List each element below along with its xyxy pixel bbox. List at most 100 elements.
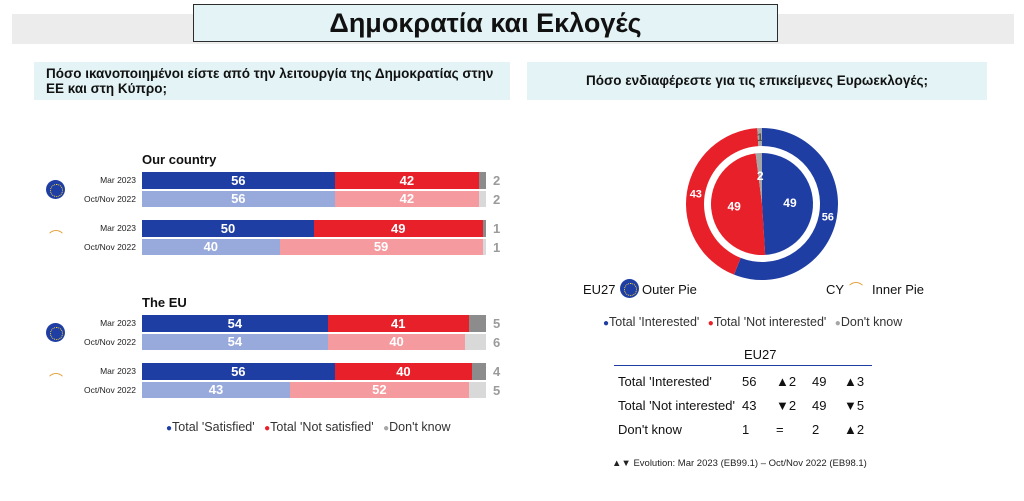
outer-slice-interested bbox=[734, 128, 838, 280]
dont-know-value: 5 bbox=[493, 383, 501, 398]
inner-slice-dont-know-label: 2 bbox=[757, 169, 764, 183]
bar-not-satisfied: 52 bbox=[289, 382, 469, 398]
table-cell-eu: 1 bbox=[742, 422, 750, 437]
legend-dot-not-interested: ● bbox=[707, 318, 714, 329]
legend-satisfied: Total 'Satisfied' bbox=[172, 420, 255, 434]
bar-dont-know bbox=[468, 382, 486, 398]
inner-pie-caption: Inner Pie bbox=[872, 282, 925, 297]
legend-not-satisfied: Total 'Not satisfied' bbox=[270, 420, 374, 434]
inner-slice-not-interested-label: 49 bbox=[727, 200, 741, 214]
period-label: Oct/Nov 2022 bbox=[84, 242, 136, 252]
cyprus-map-icon: ⌒ bbox=[49, 229, 63, 245]
period-label: Oct/Nov 2022 bbox=[84, 385, 136, 395]
interest-donut-chart: 56 43 1 49 49 2 bbox=[686, 128, 838, 280]
dont-know-value: 4 bbox=[493, 364, 501, 379]
table-cell-label: Total 'Interested' bbox=[618, 374, 712, 389]
eu-flag-icon bbox=[46, 323, 65, 342]
legend-dont-know-right: Don't know bbox=[840, 315, 903, 329]
table-header-rule bbox=[614, 365, 872, 366]
table-cell-eu-change: ▼2 bbox=[776, 398, 797, 413]
bar-not-satisfied: 40 bbox=[327, 334, 466, 350]
bar-satisfied: 56 bbox=[142, 191, 335, 207]
bar-not-satisfied: 49 bbox=[314, 220, 483, 237]
right-question: Πόσο ενδιαφέρεστε για τις επικείμενες Ευ… bbox=[527, 62, 987, 100]
table-cell-cy: 49 bbox=[812, 398, 827, 413]
table-header: EU27 bbox=[744, 347, 777, 362]
legend-dot-dont-know-right: ● bbox=[834, 318, 841, 329]
table-cell-cy-change: ▲2 bbox=[844, 422, 865, 437]
table-cell-cy: 49 bbox=[812, 374, 827, 389]
bar-satisfied: 56 bbox=[142, 172, 335, 189]
section-label: Our country bbox=[142, 152, 217, 167]
outer-pie-label: EU27 bbox=[583, 282, 616, 297]
outer-slice-label: 56 bbox=[822, 212, 834, 224]
bar-satisfied: 43 bbox=[142, 382, 290, 398]
table-cell-cy-change: ▲3 bbox=[844, 374, 865, 389]
legend-dot-satisfied: ● bbox=[166, 423, 173, 434]
inner-slice-not-interested bbox=[710, 153, 766, 256]
interest-legend: ●Total 'Interested' ●Total 'Not interest… bbox=[603, 315, 902, 329]
legend-not-interested: Total 'Not interested' bbox=[713, 315, 827, 329]
legend-dot-not-satisfied: ● bbox=[264, 423, 271, 434]
table-cell-eu: 43 bbox=[742, 398, 757, 413]
satisfaction-legend: ●Total 'Satisfied' ●Total 'Not satisfied… bbox=[166, 420, 451, 434]
table-cell-cy-change: ▼5 bbox=[844, 398, 865, 413]
legend-interested: Total 'Interested' bbox=[609, 315, 700, 329]
dont-know-value: 2 bbox=[493, 192, 501, 207]
dont-know-value: 2 bbox=[493, 173, 501, 188]
bar-dont-know bbox=[482, 239, 486, 255]
period-label: Mar 2023 bbox=[100, 223, 136, 233]
bar-dont-know bbox=[482, 220, 486, 237]
inner-pie-label: CY bbox=[826, 282, 845, 297]
outer-slice-label: 1 bbox=[757, 132, 763, 144]
legend-dont-know: Don't know bbox=[389, 420, 451, 434]
period-label: Mar 2023 bbox=[100, 366, 136, 376]
outer-pie-caption: Outer Pie bbox=[642, 282, 697, 297]
bar-satisfied: 54 bbox=[142, 334, 328, 350]
outer-slice-label: 43 bbox=[690, 189, 702, 201]
dont-know-value: 5 bbox=[493, 316, 501, 331]
bar-satisfied: 56 bbox=[142, 363, 335, 380]
outer-slice-not-interested bbox=[686, 128, 759, 275]
evolution-footnote: ▲▼ Evolution: Mar 2023 (EB99.1) – Oct/No… bbox=[612, 458, 867, 469]
page-title: Δημοκρατία και Εκλογές bbox=[193, 4, 778, 42]
dont-know-value: 6 bbox=[493, 335, 501, 350]
inner-slice-dont-know bbox=[755, 153, 762, 204]
outer-slice-dont-know bbox=[757, 128, 762, 147]
table-cell-label: Don't know bbox=[618, 422, 682, 437]
period-label: Mar 2023 bbox=[100, 175, 136, 185]
bar-satisfied: 50 bbox=[142, 220, 314, 237]
bar-not-satisfied: 59 bbox=[279, 239, 483, 255]
bar-dont-know bbox=[479, 172, 486, 189]
period-label: Oct/Nov 2022 bbox=[84, 194, 136, 204]
bar-dont-know bbox=[465, 334, 486, 350]
dont-know-value: 1 bbox=[493, 240, 501, 255]
bar-satisfied: 54 bbox=[142, 315, 328, 332]
cyprus-map-icon: ⌒ bbox=[49, 372, 63, 388]
table-cell-eu-change: ▲2 bbox=[776, 374, 797, 389]
inner-slice-interested-label: 49 bbox=[783, 196, 797, 210]
bar-not-satisfied: 40 bbox=[334, 363, 473, 380]
period-label: Oct/Nov 2022 bbox=[84, 337, 136, 347]
bar-satisfied: 40 bbox=[142, 239, 280, 255]
bar-not-satisfied: 41 bbox=[327, 315, 469, 332]
outer-label: EU27 bbox=[583, 282, 616, 297]
dont-know-value: 1 bbox=[493, 221, 501, 236]
table-cell-eu: 56 bbox=[742, 374, 757, 389]
bar-dont-know bbox=[472, 363, 486, 380]
bar-dont-know bbox=[468, 315, 486, 332]
legend-dot-interested: ● bbox=[603, 318, 610, 329]
bar-not-satisfied: 42 bbox=[334, 191, 480, 207]
section-label: The EU bbox=[142, 295, 187, 310]
eu-flag-icon bbox=[620, 279, 639, 298]
bar-dont-know bbox=[479, 191, 486, 207]
satisfaction-bar-chart: Our country Mar 2023 56 42 2 Oct/Nov 2022 56 42… bbox=[46, 152, 501, 398]
eu-flag-icon bbox=[46, 180, 65, 199]
cyprus-map-icon: ⌒ bbox=[849, 281, 863, 297]
period-label: Mar 2023 bbox=[100, 318, 136, 328]
legend-dot-dont-know: ● bbox=[383, 423, 390, 434]
evolution-table: EU27 Total 'Interested' 56 ▲2 49 ▲3 Total 'No… bbox=[614, 345, 874, 445]
left-question: Πόσο ικανοποιημένοι είστε από την λειτου… bbox=[34, 62, 510, 100]
table-cell-eu-change: = bbox=[776, 422, 784, 437]
bar-not-satisfied: 42 bbox=[334, 172, 480, 189]
